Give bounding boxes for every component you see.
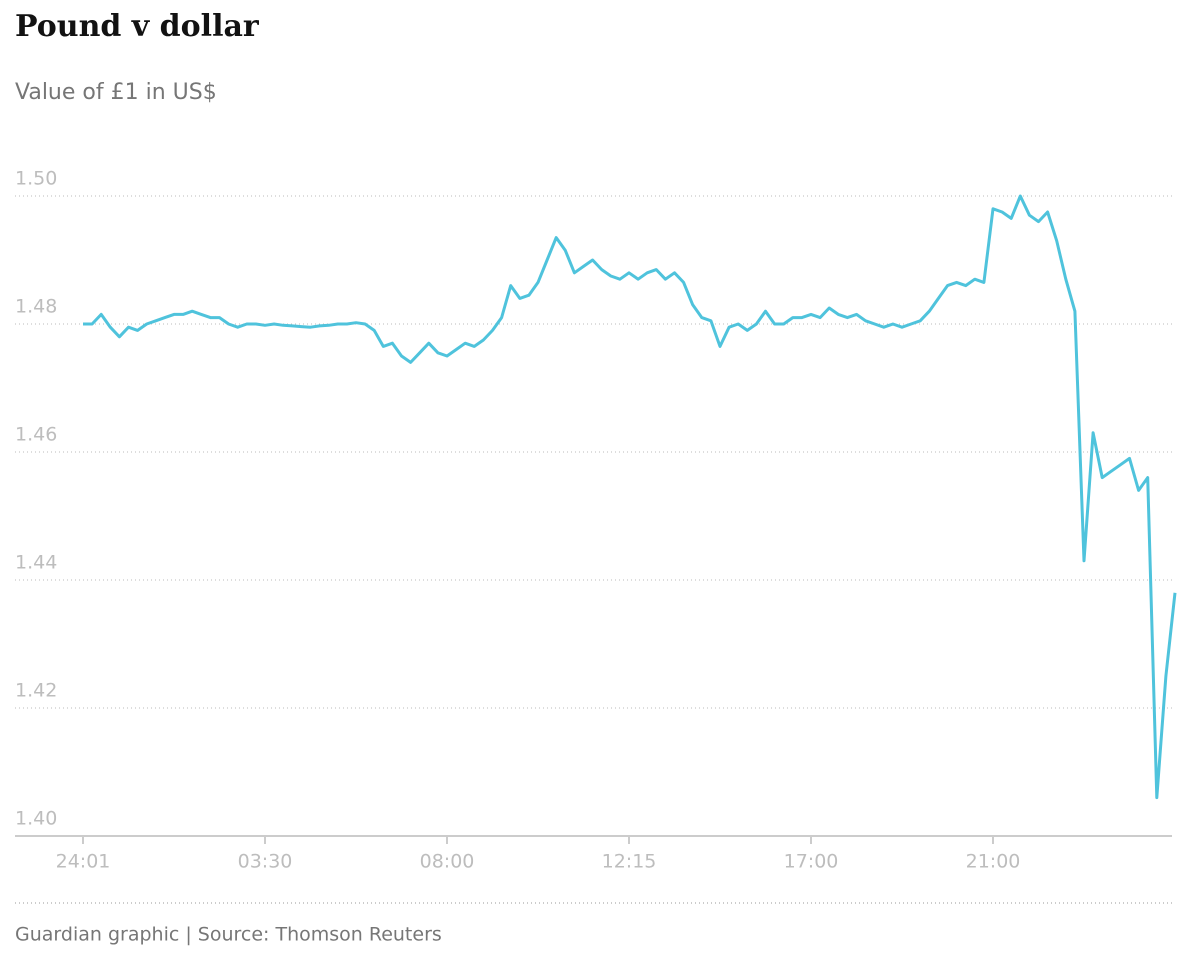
x-tick-label: 17:00 [784,851,839,873]
y-tick-label: 1.48 [15,296,57,318]
x-tick-label: 21:00 [966,851,1021,873]
x-tick-label: 03:30 [238,851,293,873]
price-line [83,194,1177,800]
x-tick-label: 08:00 [420,851,475,873]
x-tick-label: 24:01 [56,851,111,873]
chart-subtitle: Value of £1 in US$ [15,80,217,105]
y-tick-label: 1.40 [15,808,57,830]
chart-title: Pound v dollar [15,9,260,44]
source-note: Guardian graphic | Source: Thomson Reute… [15,924,442,946]
y-tick-label: 1.50 [15,168,57,190]
y-tick-label: 1.42 [15,680,57,702]
x-tick-label: 12:15 [602,851,657,873]
y-tick-label: 1.46 [15,424,57,446]
y-tick-label: 1.44 [15,552,57,574]
